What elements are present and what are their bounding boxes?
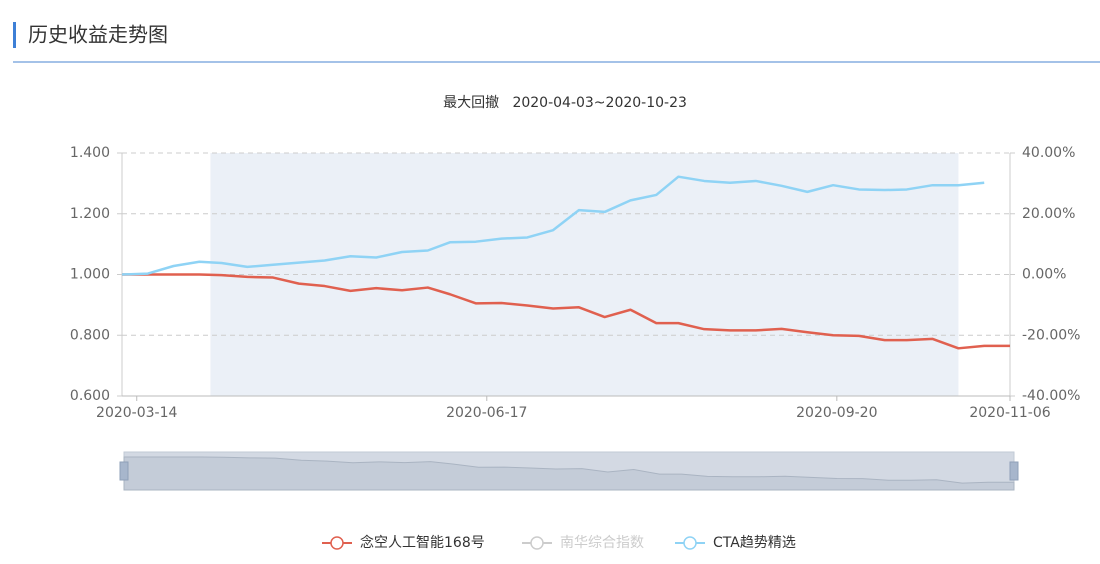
y2-tick-label: 0.00% [1022, 267, 1066, 283]
legend-symbol [530, 536, 544, 550]
y-tick-label: 0.800 [70, 327, 110, 343]
y-tick-label: 1.000 [70, 267, 110, 283]
legend-symbol [330, 536, 344, 550]
x-tick-label: 2020-09-20 [796, 405, 877, 421]
series-line [122, 273, 1010, 350]
page-title: 历史收益走势图 [28, 23, 168, 47]
legend-symbol [683, 536, 697, 550]
legend-label[interactable]: 南华综合指数 [560, 535, 644, 551]
x-tick-label: 2020-11-06 [969, 405, 1050, 421]
series-line [121, 175, 985, 276]
zoom-preview [123, 456, 1015, 491]
y2-tick-label: -40.00% [1022, 388, 1080, 404]
y2-tick-label: 20.00% [1022, 206, 1075, 222]
legend-label[interactable]: CTA趋势精选 [713, 535, 796, 551]
y2-tick-label: -20.00% [1022, 327, 1080, 343]
y2-tick-label: 40.00% [1022, 145, 1075, 161]
y-tick-label: 1.400 [70, 145, 110, 161]
x-tick-label: 2020-03-14 [96, 405, 177, 421]
zoom-handle [1009, 461, 1019, 481]
x-tick-label: 2020-06-17 [446, 405, 527, 421]
y-tick-label: 0.600 [70, 388, 110, 404]
chart-subtitle: 最大回撤 2020-04-03~2020-10-23 [443, 95, 687, 111]
y-tick-label: 1.200 [70, 206, 110, 222]
legend-label[interactable]: 念空人工智能168号 [360, 534, 485, 551]
zoom-handle [119, 461, 129, 481]
title-accent [13, 22, 16, 48]
